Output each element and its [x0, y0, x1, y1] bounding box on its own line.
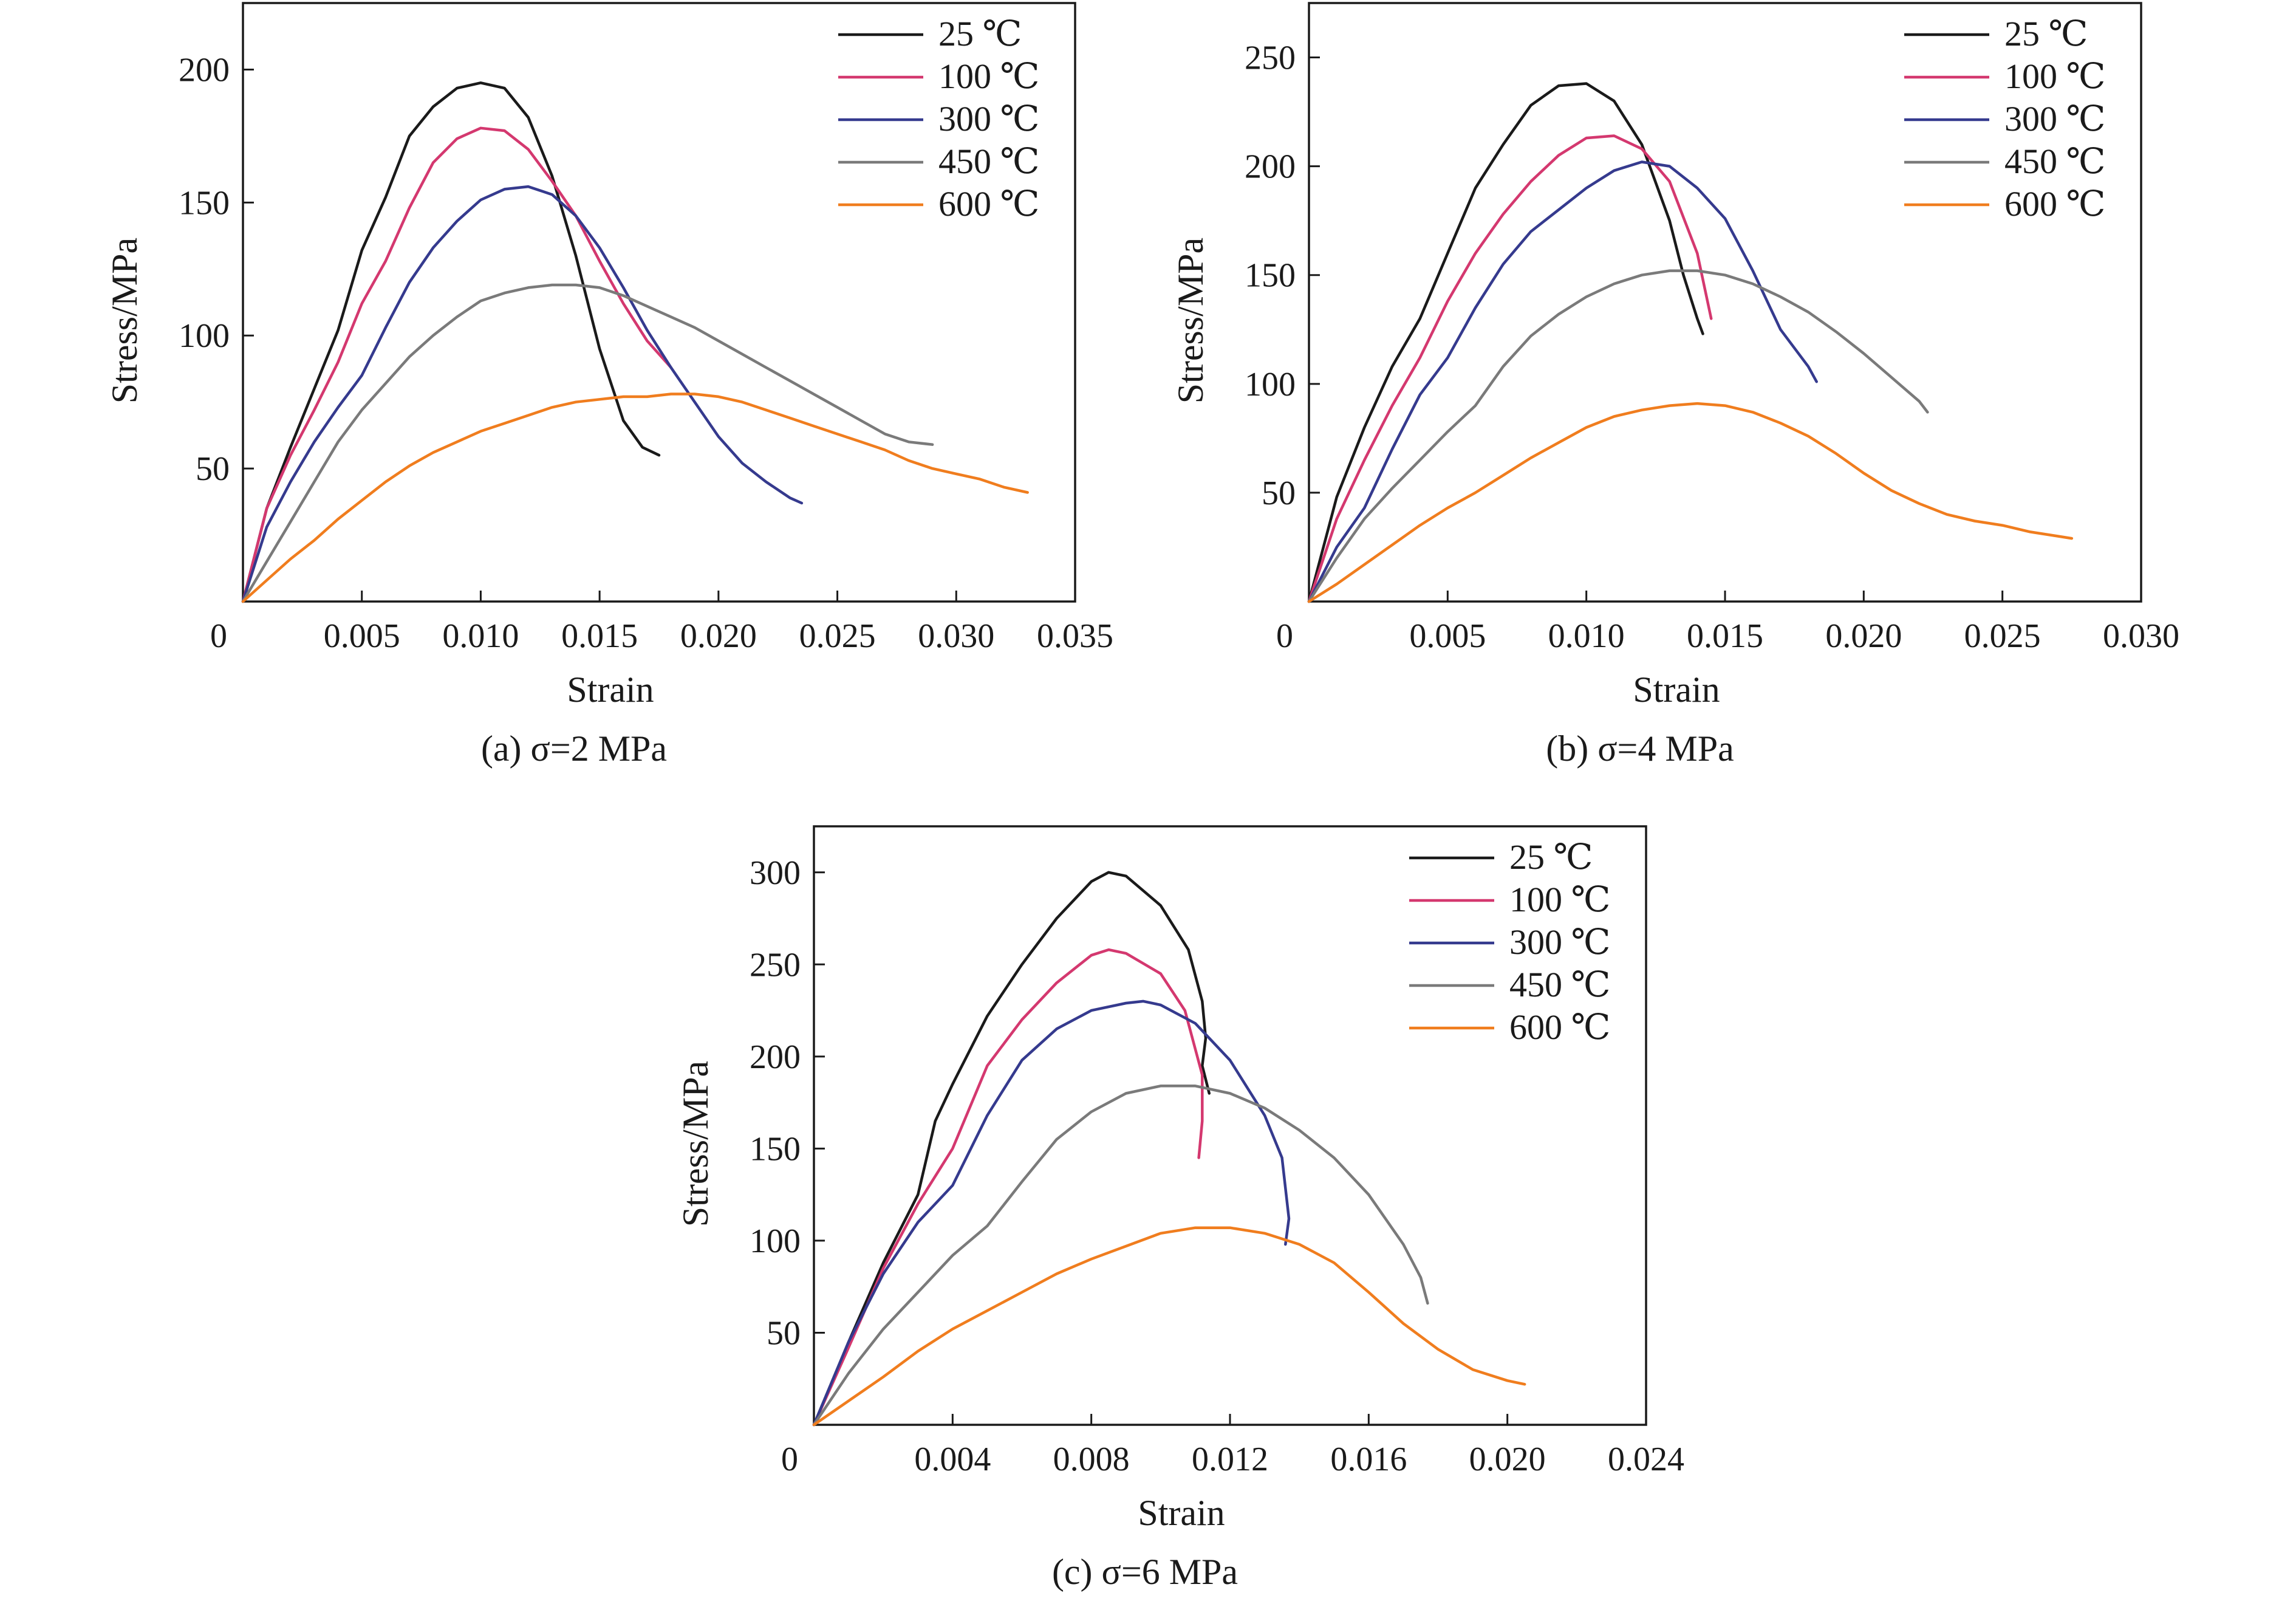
- x-tick-label: 0.020: [680, 617, 757, 655]
- y-tick-label: 150: [750, 1130, 801, 1168]
- legend-label-450c: 450 ℃: [2004, 142, 2105, 181]
- series-line-25c: [241, 81, 661, 603]
- x-tick-label: 0.008: [1053, 1441, 1130, 1478]
- x-tick-label: 0.020: [1825, 617, 1902, 655]
- legend-label-300c: 300 ℃: [938, 99, 1039, 139]
- chart-panel-c: 0 0.004 0.008 0.012 0.016 0.020 0.024 50 100 150 2…: [675, 825, 1684, 1592]
- x-tick-label: 0: [210, 617, 227, 655]
- legend-label-450c: 450 ℃: [1509, 965, 1610, 1004]
- x-tick-label: 0: [781, 1441, 798, 1478]
- series-line-450c: [241, 283, 934, 603]
- series-line-25c: [1307, 82, 1704, 603]
- x-axis-label: Strain: [567, 670, 654, 710]
- series-line-25c: [812, 871, 1211, 1427]
- y-tick-label: 200: [179, 51, 230, 89]
- legend-label-600c: 600 ℃: [938, 184, 1039, 224]
- y-tick-label: 100: [1245, 366, 1296, 403]
- y-tick-label: 50: [767, 1314, 801, 1352]
- y-tick-label: 100: [750, 1222, 801, 1260]
- x-tick-label: 0.010: [1548, 617, 1625, 655]
- legend-label-450c: 450 ℃: [938, 142, 1039, 181]
- legend-label-25c: 25 ℃: [938, 14, 1022, 53]
- series-line-600c: [812, 1226, 1526, 1427]
- x-tick-label: 0.024: [1608, 1441, 1684, 1478]
- legend-label-25c: 25 ℃: [1509, 837, 1593, 877]
- series-line-600c: [1307, 402, 2074, 603]
- y-tick-label: 100: [179, 317, 230, 355]
- x-tick-label: 0.005: [324, 617, 400, 655]
- y-tick-label: 150: [1245, 257, 1296, 295]
- legend-label-25c: 25 ℃: [2004, 14, 2088, 53]
- legend-label-600c: 600 ℃: [1509, 1007, 1610, 1047]
- y-tick-label: 150: [179, 184, 230, 222]
- legend-label-100c: 100 ℃: [938, 57, 1039, 96]
- series-line-450c: [812, 1085, 1429, 1427]
- y-tick-label: 300: [750, 854, 801, 892]
- x-tick-label: 0.004: [914, 1441, 991, 1478]
- y-axis-label: Stress/MPa: [104, 238, 145, 403]
- x-tick-label: 0.015: [561, 617, 638, 655]
- x-tick-label: 0.005: [1409, 617, 1486, 655]
- x-tick-label: 0.015: [1687, 617, 1763, 655]
- legend-label-100c: 100 ℃: [2004, 57, 2105, 96]
- x-tick-label: 0.016: [1330, 1441, 1407, 1478]
- x-tick-label: 0: [1276, 617, 1293, 655]
- x-tick-label: 0.025: [1964, 617, 2041, 655]
- legend-label-300c: 300 ℃: [1509, 922, 1610, 962]
- x-axis-label: Strain: [1138, 1493, 1225, 1533]
- series-line-100c: [812, 948, 1204, 1427]
- chart-panel-b: 0 0.005 0.010 0.015 0.020 0.025 0.030 50 100 150 2…: [1170, 2, 2179, 769]
- series-line-600c: [241, 393, 1029, 603]
- chart-panel-a: 0 0.005 0.010 0.015 0.020 0.025 0.030 0.035 50 10…: [104, 2, 1113, 769]
- x-tick-label: 0.030: [918, 617, 994, 655]
- x-tick-label: 0.030: [2103, 617, 2179, 655]
- legend-label-100c: 100 ℃: [1509, 880, 1610, 919]
- plot-frame: [242, 2, 1076, 603]
- x-tick-label: 0.012: [1192, 1441, 1268, 1478]
- y-tick-label: 50: [1262, 475, 1296, 512]
- y-tick-label: 250: [750, 946, 801, 984]
- y-tick-label: 200: [1245, 148, 1296, 186]
- y-tick-label: 50: [196, 450, 230, 488]
- y-axis-label: Stress/MPa: [675, 1061, 716, 1227]
- legend-label-600c: 600 ℃: [2004, 184, 2105, 224]
- series-line-300c: [241, 185, 804, 603]
- x-tick-label: 0.035: [1037, 617, 1113, 655]
- legend-label-300c: 300 ℃: [2004, 99, 2105, 139]
- panel-caption: (b) σ=4 MPa: [1546, 729, 1734, 769]
- series-line-300c: [812, 999, 1291, 1427]
- panel-caption: (a) σ=2 MPa: [481, 729, 667, 769]
- y-tick-label: 250: [1245, 39, 1296, 77]
- panel-caption: (c) σ=6 MPa: [1052, 1552, 1238, 1592]
- x-tick-label: 0.010: [442, 617, 519, 655]
- y-tick-label: 200: [750, 1038, 801, 1076]
- series-line-100c: [241, 126, 672, 603]
- x-tick-label: 0.025: [799, 617, 876, 655]
- series-line-300c: [1307, 160, 1818, 603]
- x-axis-label: Strain: [1633, 670, 1720, 710]
- y-axis-label: Stress/MPa: [1170, 238, 1211, 403]
- x-tick-label: 0.020: [1469, 1441, 1546, 1478]
- series-line-450c: [1307, 269, 1929, 603]
